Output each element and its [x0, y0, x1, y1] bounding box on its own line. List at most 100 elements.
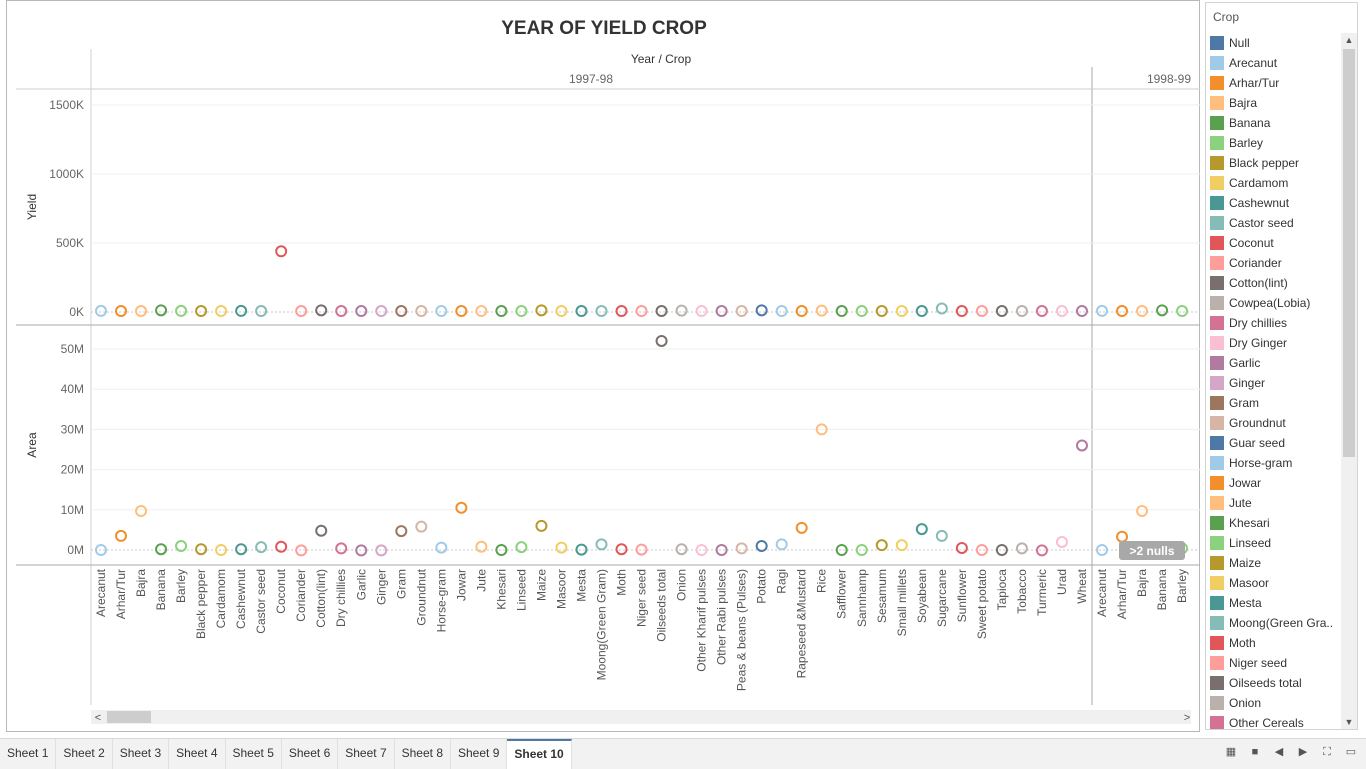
legend-item[interactable]: Cowpea(Lobia)	[1210, 293, 1342, 313]
data-point	[735, 542, 748, 555]
data-point	[1156, 304, 1169, 317]
y-tick-label: 0K	[69, 305, 84, 319]
filmstrip-icon[interactable]: ■	[1251, 746, 1259, 758]
data-point	[895, 305, 908, 318]
next-sheet-icon[interactable]: ▶	[1298, 746, 1308, 758]
data-point	[655, 334, 668, 347]
null-badge-label: >2 nulls	[1129, 544, 1174, 558]
legend-item[interactable]: Cardamom	[1210, 173, 1342, 193]
year-label: 1998-99	[1147, 72, 1191, 86]
legend-item[interactable]: Castor seed	[1210, 213, 1342, 233]
legend-swatch	[1210, 76, 1224, 90]
legend-item[interactable]: Cotton(lint)	[1210, 273, 1342, 293]
x-tick-label: Coconut	[274, 568, 288, 613]
legend-item[interactable]: Null	[1210, 33, 1342, 53]
legend-item[interactable]: Ginger	[1210, 373, 1342, 393]
sheet-tab[interactable]: Sheet 3	[113, 739, 170, 769]
legend-item[interactable]: Jute	[1210, 493, 1342, 513]
legend-item[interactable]: Arecanut	[1210, 53, 1342, 73]
x-tick-label: Arhar/Tur	[114, 569, 128, 619]
legend-item[interactable]: Jowar	[1210, 473, 1342, 493]
legend-item[interactable]: Moth	[1210, 633, 1342, 653]
legend-swatch	[1210, 596, 1224, 610]
sheet-tab[interactable]: Sheet 5	[226, 739, 282, 769]
legend-item[interactable]: Other Cereals	[1210, 713, 1342, 729]
legend-item[interactable]: Bajra	[1210, 93, 1342, 113]
data-point	[235, 304, 248, 317]
data-point	[175, 304, 188, 317]
x-tick-label: Coriander	[294, 569, 308, 622]
legend-scroll-thumb[interactable]	[1343, 49, 1355, 457]
legend-item[interactable]: Cashewnut	[1210, 193, 1342, 213]
data-point	[455, 305, 468, 318]
legend-item[interactable]: Oilseeds total	[1210, 673, 1342, 693]
legend-label: Maize	[1229, 556, 1262, 570]
data-point	[1075, 439, 1088, 452]
sheet-tab[interactable]: Sheet 4	[169, 739, 226, 769]
scroll-up-icon[interactable]: ▲	[1344, 35, 1354, 45]
data-point	[295, 544, 308, 557]
x-tick-label: Cotton(lint)	[314, 569, 328, 628]
legend-item[interactable]: Coconut	[1210, 233, 1342, 253]
legend-label: Masoor	[1229, 576, 1270, 590]
x-tick-label: Arecanut	[1095, 568, 1109, 617]
legend-item[interactable]: Masoor	[1210, 573, 1342, 593]
legend-swatch	[1210, 656, 1224, 670]
data-point	[355, 305, 368, 318]
legend-item[interactable]: Groundnut	[1210, 413, 1342, 433]
data-point	[815, 423, 828, 436]
legend-item[interactable]: Horse-gram	[1210, 453, 1342, 473]
legend-item[interactable]: Arhar/Tur	[1210, 73, 1342, 93]
y-tick-label: 20M	[61, 463, 84, 477]
null-badge[interactable]: >2 nulls	[1119, 541, 1185, 560]
legend-swatch	[1210, 56, 1224, 70]
sheet-tab[interactable]: Sheet 1	[0, 739, 57, 769]
legend-item[interactable]: Coriander	[1210, 253, 1342, 273]
legend-item[interactable]: Banana	[1210, 113, 1342, 133]
legend-item[interactable]: Dry Ginger	[1210, 333, 1342, 353]
legend-scrollbar[interactable]: ▲ ▼	[1341, 33, 1357, 729]
h-scrollbar-thumb[interactable]	[107, 711, 151, 723]
x-tick-label: Tapioca	[995, 569, 1009, 611]
legend-swatch	[1210, 396, 1224, 410]
sheet-tab[interactable]: Sheet 6	[282, 739, 339, 769]
fit-screen-icon[interactable]: ⛶	[1323, 746, 1331, 758]
legend-swatch	[1210, 456, 1224, 470]
legend-item[interactable]: Barley	[1210, 133, 1342, 153]
legend-item[interactable]: Moong(Green Gra..	[1210, 613, 1342, 633]
legend-swatch	[1210, 536, 1224, 550]
data-point	[355, 544, 368, 557]
legend-item[interactable]: Black pepper	[1210, 153, 1342, 173]
x-tick-label: Barley	[1175, 569, 1189, 603]
data-point	[795, 305, 808, 318]
legend-item[interactable]: Onion	[1210, 693, 1342, 713]
legend-item[interactable]: Dry chillies	[1210, 313, 1342, 333]
legend-item[interactable]: Gram	[1210, 393, 1342, 413]
sheet-tab[interactable]: Sheet 7	[338, 739, 395, 769]
sheet-tab[interactable]: Sheet 8	[395, 739, 451, 769]
legend-panel: Crop Null Arecanut Arhar/Tur Bajra Banana Bar…	[1205, 2, 1358, 730]
legend-item[interactable]: Mesta	[1210, 593, 1342, 613]
legend-swatch	[1210, 356, 1224, 370]
sheet-tab[interactable]: Sheet 10	[507, 739, 572, 769]
sheet-tab[interactable]: Sheet 9	[451, 739, 508, 769]
legend-item[interactable]: Guar seed	[1210, 433, 1342, 453]
chart-frame: YEAR OF YIELD CROP Year / Crop 1997-98 1998…	[6, 0, 1200, 732]
scroll-right-icon[interactable]: >	[1184, 712, 1190, 724]
legend-label: Cashewnut	[1229, 196, 1290, 210]
legend-item[interactable]: Khesari	[1210, 513, 1342, 533]
data-point	[1096, 304, 1108, 317]
scroll-down-icon[interactable]: ▼	[1344, 717, 1354, 727]
legend-item[interactable]: Maize	[1210, 553, 1342, 573]
legend-item[interactable]: Garlic	[1210, 353, 1342, 373]
h-scrollbar-track	[91, 710, 1191, 724]
x-tick-label: Bajra	[1135, 569, 1149, 597]
previous-sheet-icon[interactable]: ◀	[1274, 746, 1284, 758]
x-tick-label: Castor seed	[254, 569, 268, 634]
presentation-mode-icon[interactable]: ▭	[1345, 746, 1357, 758]
legend-item[interactable]: Niger seed	[1210, 653, 1342, 673]
sheet-sorter-icon[interactable]: ▦	[1225, 746, 1237, 758]
scroll-left-icon[interactable]: <	[95, 712, 101, 724]
legend-item[interactable]: Linseed	[1210, 533, 1342, 553]
sheet-tab[interactable]: Sheet 2	[56, 739, 113, 769]
